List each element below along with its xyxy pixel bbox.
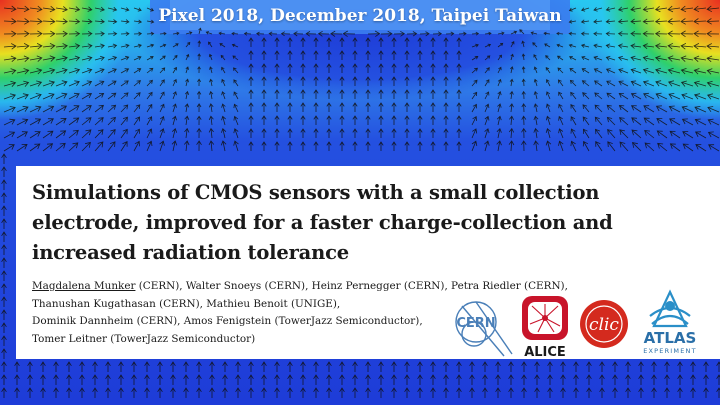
title-line: Simulations of CMOS sensors with a small… [32,181,600,204]
clic-logo: clic [580,300,628,348]
presenter-name: Magdalena Munker [32,280,136,292]
author-line: Thanushan Kugathasan (CERN), Mathieu Ben… [32,297,341,310]
title-card: Simulations of CMOS sensors with a small… [16,166,720,360]
slide-title: Simulations of CMOS sensors with a small… [32,178,692,268]
svg-text:clic: clic [589,315,619,335]
svg-text:ALICE: ALICE [524,345,566,360]
cern-logo: CERN [455,301,513,357]
atlas-logo: ATLAS EXPERIMENT [643,289,697,355]
svg-text:EXPERIMENT: EXPERIMENT [643,347,697,355]
svg-text:CERN: CERN [456,316,495,331]
author-line: Dominik Dannheim (CERN), Amos Fenigstein… [32,315,423,328]
author-line-rest: (CERN), Walter Snoeys (CERN), Heinz Pern… [135,280,568,292]
author-list: Magdalena Munker (CERN), Walter Snoeys (… [32,278,672,348]
author-line: Magdalena Munker (CERN), Walter Snoeys (… [32,278,672,296]
svg-text:ATLAS: ATLAS [644,329,697,347]
alice-logo: ALICE [522,296,568,360]
title-line: electrode, improved for a faster charge-… [32,211,613,234]
author-line: Tomer Leitner (TowerJazz Semiconductor) [32,332,256,345]
conference-header: Pixel 2018, December 2018, Taipei Taiwan [158,6,562,26]
title-line: increased radiation tolerance [32,241,349,264]
